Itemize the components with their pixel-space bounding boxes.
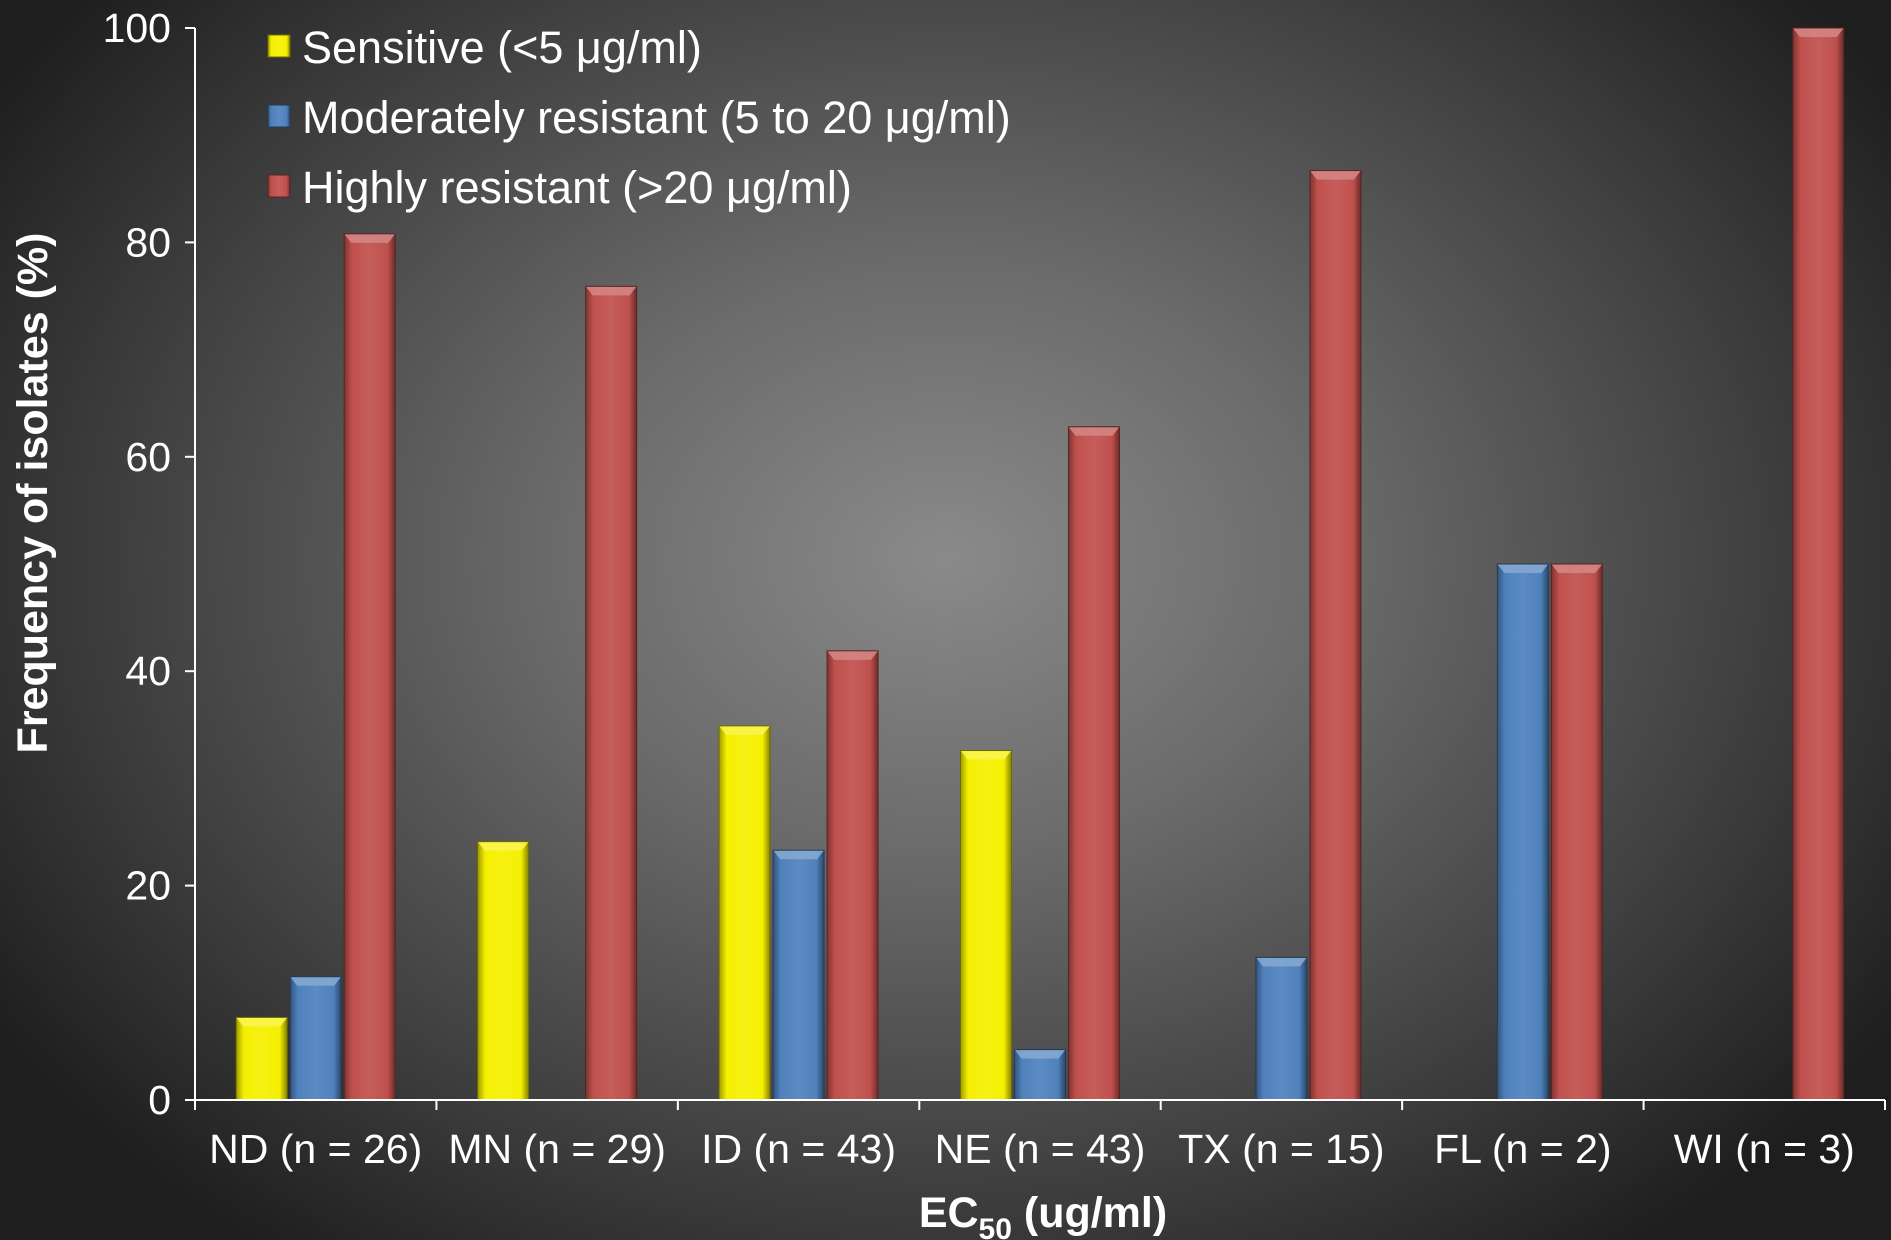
bar-1-0 [289,976,342,1101]
bar-2-4 [1309,170,1362,1101]
x-tick-label: WI (n = 3) [1674,1126,1855,1172]
bar-1-3 [1014,1049,1066,1101]
legend-swatch [267,174,291,198]
bar-2-1 [585,285,638,1101]
bar-0-3 [960,750,1012,1101]
legend-item-1: Moderately resistant (5 to 20 μg/ml) [267,92,1011,143]
y-tick-label: 20 [125,863,171,909]
bar-0-1 [477,841,530,1101]
bar-2-6 [1792,27,1845,1101]
bar-0-0 [235,1016,288,1101]
y-tick-label: 0 [148,1077,171,1123]
x-axis-title-rest: (ug/ml) [1012,1189,1167,1237]
x-tick-label: ND (n = 26) [209,1126,422,1172]
bar-2-2 [826,650,879,1101]
bar-2-0 [343,233,396,1101]
x-tick-label: FL (n = 2) [1434,1126,1611,1172]
x-tick-label: ID (n = 43) [701,1126,896,1172]
legend-label: Moderately resistant (5 to 20 μg/ml) [302,92,1011,143]
legend: Sensitive (<5 μg/ml) Moderately resistant… [267,22,1011,213]
y-tick-label: 40 [125,648,171,694]
y-tick-label: 80 [125,219,171,265]
bar-1-5 [1496,563,1549,1101]
y-tick-label: 100 [103,5,171,51]
x-tick-label: NE (n = 43) [935,1126,1146,1172]
bar-1-2 [772,849,825,1101]
legend-swatch [267,34,291,58]
axes: 0 20 40 60 80 100 ND (n = 26) MN (n = 29) ID (n … [103,5,1886,1172]
x-tick-label: TX (n = 15) [1178,1126,1384,1172]
bar-2-5 [1550,563,1603,1101]
x-tick-label: MN (n = 29) [448,1126,666,1172]
legend-label: Sensitive (<5 μg/ml) [302,22,702,73]
bar-0-2 [718,725,771,1101]
x-axis-title-subscript: 50 [979,1213,1012,1240]
legend-item-0: Sensitive (<5 μg/ml) [267,22,702,73]
legend-item-2: Highly resistant (>20 μg/ml) [267,162,852,213]
x-axis-title-main: EC [919,1189,979,1237]
bar-1-4 [1255,956,1308,1101]
y-axis-title: Frequency of isolates (%) [9,233,57,754]
legend-swatch [267,104,291,128]
y-tick-label: 60 [125,434,171,480]
x-axis-title: EC50 (ug/ml) [919,1189,1167,1240]
legend-label: Highly resistant (>20 μg/ml) [302,162,852,213]
bar-2-3 [1068,426,1120,1101]
bars [235,27,1845,1101]
